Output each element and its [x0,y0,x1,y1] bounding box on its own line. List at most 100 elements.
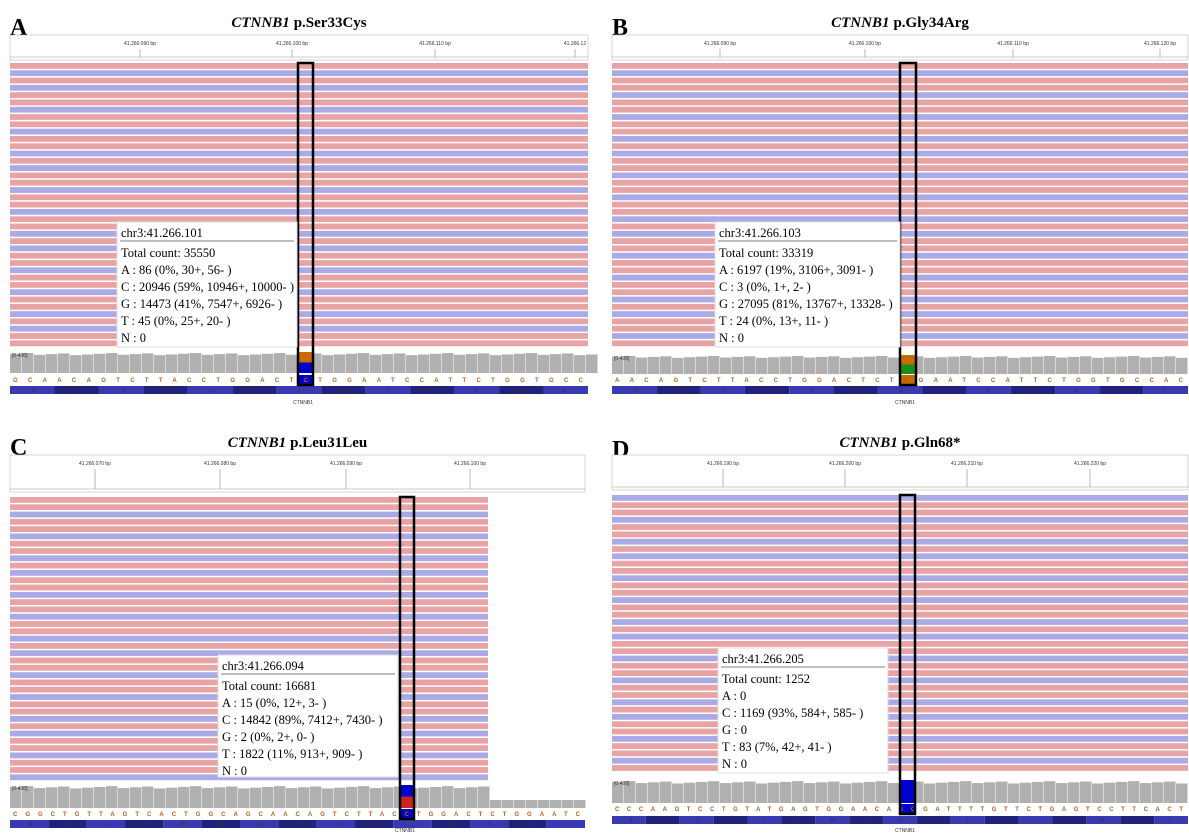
coverage-bar [732,782,744,803]
coverage-bar [828,356,840,374]
mutation: p.Gln68* [902,435,961,451]
coverage-bar [1032,782,1044,803]
coverage-bar [478,353,490,373]
coverage-bar [334,354,346,373]
coverage-bar [888,783,900,803]
coverage-bar [864,782,876,803]
coverage-range: [0-400] [12,353,28,359]
coverage-bar [684,357,696,374]
coverage-bar [1056,783,1068,803]
coverage-bar [514,800,526,808]
coverage-bar [972,358,984,374]
variant-coverage [299,363,312,374]
coverage-bar [142,353,154,373]
coverage-bar [1080,356,1092,374]
coverage-bar [804,783,816,803]
coverage-bar [286,355,298,373]
coverage-bar [202,355,214,373]
coverage-bar [1068,782,1080,803]
coverage-bar [34,355,46,373]
coverage-bar [550,800,562,808]
ruler-label: 41.266.100 bp [849,41,881,47]
coverage-bar [250,788,262,808]
read [10,519,488,525]
sequence: CGGCTGTTAGTCACTGGCAGCAACAGTCTTACCTGGACTC… [13,812,581,818]
coverage-bar [972,783,984,803]
variant-coverage [401,785,413,797]
read [10,592,488,598]
coverage-bar [538,355,550,373]
coverage-bar [636,358,648,374]
coverage-bar [1092,358,1104,374]
coverage-bar [214,354,226,373]
coverage-bar [1008,783,1020,803]
popup-line: C : 14842 (89%, 7412+, 7430- ) [222,713,383,727]
coverage-bar [1164,782,1176,803]
coverage-bar [502,354,514,373]
coverage-range: [0-400] [614,781,630,787]
mutation: p.Ser33Cys [294,15,367,31]
coverage-bar [382,354,394,373]
coverage-bar [1092,783,1104,803]
coverage-bar [648,782,660,803]
gene-name: CTNNB1 [231,15,289,31]
popup-line: Total count: 16681 [222,679,316,693]
popup-line: T : 83 (7%, 42+, 41- ) [722,740,832,754]
coverage-bar [358,353,370,373]
coverage-bar [1068,357,1080,374]
popup-line: G : 2 (0%, 2+, 0- ) [222,730,314,744]
coverage-bar [550,354,562,373]
popup-line: C : 3 (0%, 1+, 2- ) [719,280,811,294]
coverage-bar [154,788,166,808]
ruler-label: 41.266.110 bp [997,41,1029,47]
read [10,614,488,620]
read [10,570,488,576]
coverage-bar [960,356,972,374]
coverage-bar [190,786,202,808]
coverage-bar [792,356,804,374]
coverage-bar [936,783,948,803]
coverage-bar [418,788,430,808]
mutation: p.Gly34Arg [893,15,969,31]
read [10,512,488,518]
coverage-range: [0-400] [614,356,630,362]
popup-line: Total count: 35550 [121,246,215,260]
coverage-bar [358,786,370,808]
coverage-bar [154,355,166,373]
coverage-bar [406,355,418,373]
popup-line: T : 24 (0%, 13+, 11- ) [719,314,828,328]
ruler-label: 41.266.200 bp [829,461,861,467]
coverage-bar [454,788,466,808]
coverage-bar [732,357,744,374]
coverage-range: [0-400] [12,786,28,792]
ruler-label: 41.266.120 bp [1144,41,1176,47]
coverage-bar [840,358,852,374]
coverage-bar [346,354,358,373]
coverage-bar [442,786,454,808]
coverage-bar [106,353,118,373]
coverage-bar [562,353,574,373]
coverage-bar [430,787,442,808]
ruler-label: 41.266.090 bp [704,41,736,47]
coverage-bar [996,782,1008,803]
read [10,621,488,627]
popup-line: G : 14473 (41%, 7547+, 6926- ) [121,297,282,311]
coverage-bar [94,354,106,373]
coverage-bar [876,356,888,374]
ruler-label: 41.266.220 bp [1074,461,1106,467]
coverage-bar [1020,783,1032,803]
coverage-bar [1020,357,1032,374]
coverage-bar [1152,357,1164,374]
mutation: p.Leu31Leu [290,435,367,451]
variant-coverage [401,797,413,809]
coverage-bar [274,786,286,808]
coverage-bar [1140,358,1152,374]
coverage-bar [574,800,586,808]
coverage-bar [684,783,696,803]
coverage-bar [996,356,1008,374]
coverage-bar [960,781,972,803]
coverage-bar [334,788,346,808]
coverage-bar [1056,358,1068,374]
popup-line: A : 6197 (19%, 3106+, 3091- ) [719,263,873,277]
coverage-bar [924,783,936,803]
